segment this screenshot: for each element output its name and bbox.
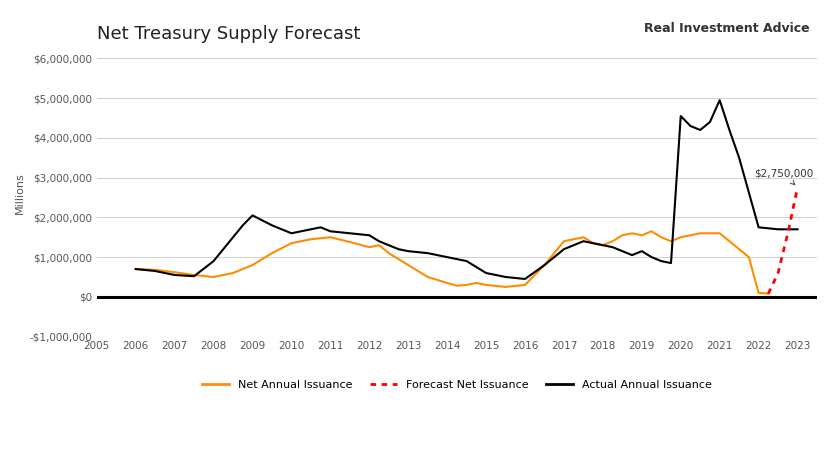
Text: Net Treasury Supply Forecast: Net Treasury Supply Forecast	[97, 25, 360, 43]
Y-axis label: Millions: Millions	[15, 173, 25, 214]
Text: Real Investment Advice: Real Investment Advice	[644, 22, 810, 35]
Legend: Net Annual Issuance, Forecast Net Issuance, Actual Annual Issuance: Net Annual Issuance, Forecast Net Issuan…	[197, 375, 716, 394]
Text: $2,750,000: $2,750,000	[755, 169, 814, 185]
